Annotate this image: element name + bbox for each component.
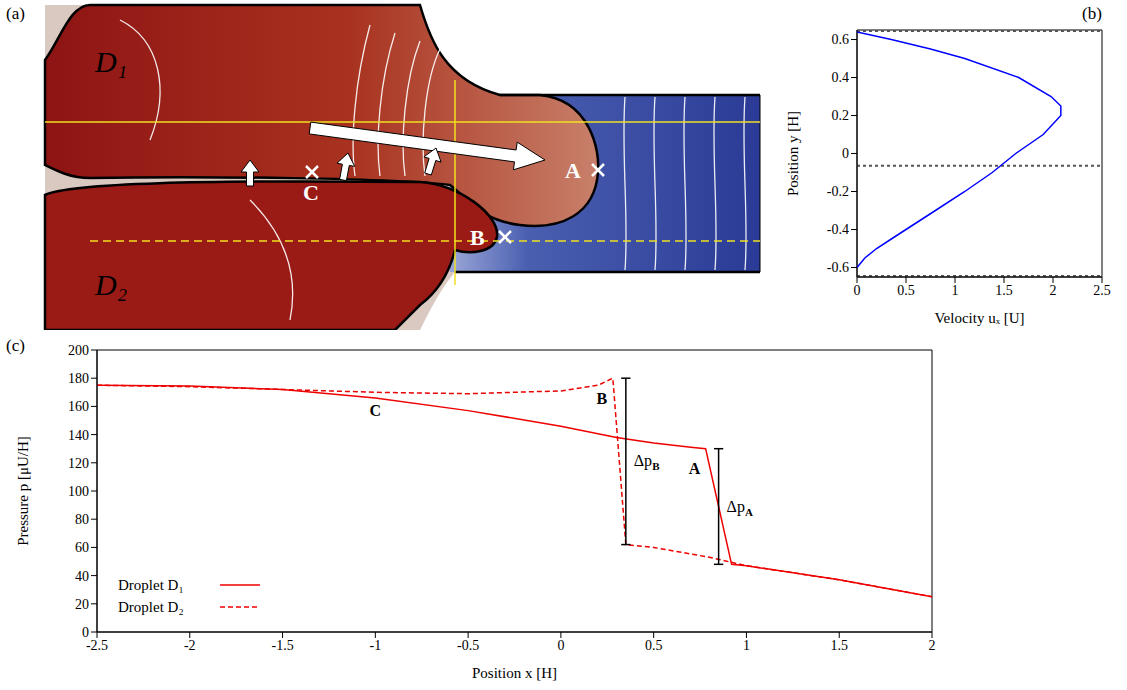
svg-text:160: 160 — [68, 399, 89, 414]
svg-text:D₂: D₂ — [94, 268, 127, 301]
html-text:Droplet D₁: Droplet D₁ — [118, 577, 184, 593]
svg-text:0.4: 0.4 — [832, 70, 850, 85]
svg-text:120: 120 — [68, 456, 89, 471]
svg-text:20: 20 — [75, 597, 89, 612]
svg-text:1.5: 1.5 — [830, 638, 848, 653]
svg-text:-1: -1 — [369, 638, 381, 653]
svg-text:200: 200 — [68, 343, 89, 358]
svg-text:-0.4: -0.4 — [827, 222, 849, 237]
svg-text:100: 100 — [68, 484, 89, 499]
html-text:(b): (b) — [1082, 4, 1102, 23]
svg-text:60: 60 — [75, 540, 89, 555]
svg-text:0.2: 0.2 — [832, 108, 850, 123]
svg-text:D₁: D₁ — [94, 45, 127, 78]
svg-text:0: 0 — [854, 283, 861, 298]
svg-text:-2.5: -2.5 — [86, 638, 108, 653]
svg-text:Velocity uₓ [U]: Velocity uₓ [U] — [934, 310, 1024, 326]
svg-text:ΔpB: ΔpB — [634, 452, 660, 472]
svg-text:2: 2 — [1050, 283, 1057, 298]
svg-text:C: C — [303, 180, 319, 205]
svg-text:80: 80 — [75, 512, 89, 527]
svg-text:C: C — [370, 402, 382, 419]
svg-text:ΔpA: ΔpA — [727, 498, 753, 518]
svg-text:1: 1 — [743, 638, 750, 653]
svg-text:Pressure p [μU/H]: Pressure p [μU/H] — [15, 436, 31, 546]
svg-text:-0.6: -0.6 — [827, 260, 849, 275]
svg-text:140: 140 — [68, 428, 89, 443]
svg-text:0: 0 — [82, 625, 89, 640]
svg-text:Position y [H]: Position y [H] — [785, 111, 801, 196]
svg-text:B: B — [470, 225, 485, 250]
html-text:Droplet D₂: Droplet D₂ — [118, 599, 184, 615]
html-text:(c): (c) — [6, 336, 25, 355]
svg-text:-0.5: -0.5 — [457, 638, 479, 653]
svg-text:B: B — [596, 390, 607, 407]
html-text:(a): (a) — [6, 4, 25, 23]
svg-text:A: A — [565, 158, 581, 183]
svg-text:0.5: 0.5 — [897, 283, 915, 298]
svg-text:A: A — [689, 460, 701, 477]
svg-text:1: 1 — [952, 283, 959, 298]
svg-text:-0.2: -0.2 — [827, 184, 849, 199]
svg-text:Position x [H]: Position x [H] — [472, 665, 557, 681]
svg-text:0.6: 0.6 — [832, 32, 850, 47]
svg-text:0: 0 — [557, 638, 564, 653]
svg-text:2.5: 2.5 — [1093, 283, 1111, 298]
svg-text:180: 180 — [68, 371, 89, 386]
svg-text:0: 0 — [842, 146, 849, 161]
svg-text:40: 40 — [75, 569, 89, 584]
svg-text:0.5: 0.5 — [645, 638, 663, 653]
svg-text:-1.5: -1.5 — [271, 638, 293, 653]
svg-text:2: 2 — [929, 638, 936, 653]
svg-text:1.5: 1.5 — [995, 283, 1013, 298]
svg-text:-2: -2 — [184, 638, 196, 653]
